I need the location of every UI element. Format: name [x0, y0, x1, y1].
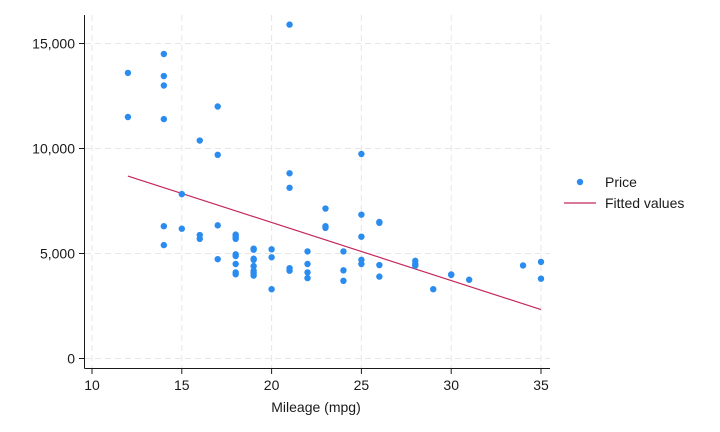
- price-point: [322, 205, 329, 212]
- fitted-line: [127, 175, 542, 311]
- price-point: [196, 137, 203, 144]
- price-point: [340, 277, 347, 284]
- price-point: [232, 271, 239, 278]
- y-tick-label: 0: [67, 351, 75, 367]
- x-axis-title: Mileage (mpg): [271, 399, 360, 415]
- price-point: [322, 224, 329, 232]
- price-point: [214, 103, 221, 110]
- legend-price-label: Price: [605, 174, 637, 190]
- price-point: [250, 256, 257, 263]
- price-point: [160, 223, 168, 230]
- grid-lines: [85, 15, 550, 368]
- price-point: [160, 241, 168, 249]
- tick-labels: 10 15 20 25 30 35 0 5,000 10,000 15,000: [32, 36, 549, 394]
- price-point: [358, 260, 365, 268]
- price-point: [376, 219, 383, 227]
- price-point: [304, 274, 311, 282]
- x-tick-label: 30: [443, 377, 459, 393]
- price-point: [160, 72, 168, 80]
- x-tick-label: 25: [354, 377, 370, 393]
- price-point: [465, 276, 473, 283]
- price-point: [304, 260, 311, 268]
- legend-fitted-label: Fitted values: [605, 195, 684, 211]
- price-point: [232, 260, 239, 268]
- price-point: [340, 248, 347, 255]
- x-tick-label: 35: [533, 377, 549, 393]
- price-point: [304, 248, 311, 255]
- y-tick-label: 5,000: [40, 246, 75, 262]
- price-point: [214, 255, 221, 263]
- price-point: [286, 267, 293, 274]
- price-point: [250, 246, 257, 253]
- price-point: [160, 82, 168, 89]
- price-point: [178, 225, 185, 232]
- legend-price-marker: [576, 178, 584, 186]
- y-tick-label: 15,000: [32, 36, 75, 52]
- price-point: [519, 262, 527, 269]
- price-point: [448, 271, 455, 279]
- price-point: [358, 211, 365, 218]
- price-point: [232, 235, 239, 242]
- price-point: [376, 261, 383, 269]
- x-tick-label: 15: [174, 377, 190, 393]
- price-point: [412, 262, 419, 269]
- x-tick-label: 20: [264, 377, 280, 393]
- price-point: [358, 150, 365, 158]
- price-point: [268, 286, 275, 293]
- price-point: [286, 170, 293, 177]
- fitted-line-series: [127, 175, 542, 311]
- price-point: [286, 184, 293, 191]
- price-point: [268, 254, 275, 261]
- price-point: [537, 275, 545, 282]
- price-point: [214, 222, 221, 229]
- tick-marks: [79, 43, 542, 374]
- price-point: [124, 113, 132, 121]
- price-point: [340, 267, 347, 274]
- axes: [84, 15, 550, 369]
- price-point: [268, 246, 275, 253]
- price-point: [196, 235, 203, 242]
- price-point: [124, 69, 132, 77]
- price-point: [430, 286, 437, 293]
- price-point: [250, 262, 257, 270]
- price-point: [286, 21, 293, 28]
- y-tick-label: 10,000: [32, 141, 75, 157]
- price-point: [537, 258, 545, 266]
- price-points-series: [124, 21, 545, 293]
- x-tick-label: 10: [84, 377, 100, 393]
- price-point: [376, 273, 383, 280]
- price-point: [214, 151, 221, 158]
- legend: Price Fitted values: [564, 174, 684, 211]
- price-point: [358, 233, 365, 240]
- price-point: [250, 272, 257, 279]
- price-point: [160, 115, 168, 123]
- price-point: [160, 50, 168, 58]
- price-point: [232, 252, 239, 260]
- price-point: [178, 190, 185, 198]
- price-point: [304, 269, 311, 276]
